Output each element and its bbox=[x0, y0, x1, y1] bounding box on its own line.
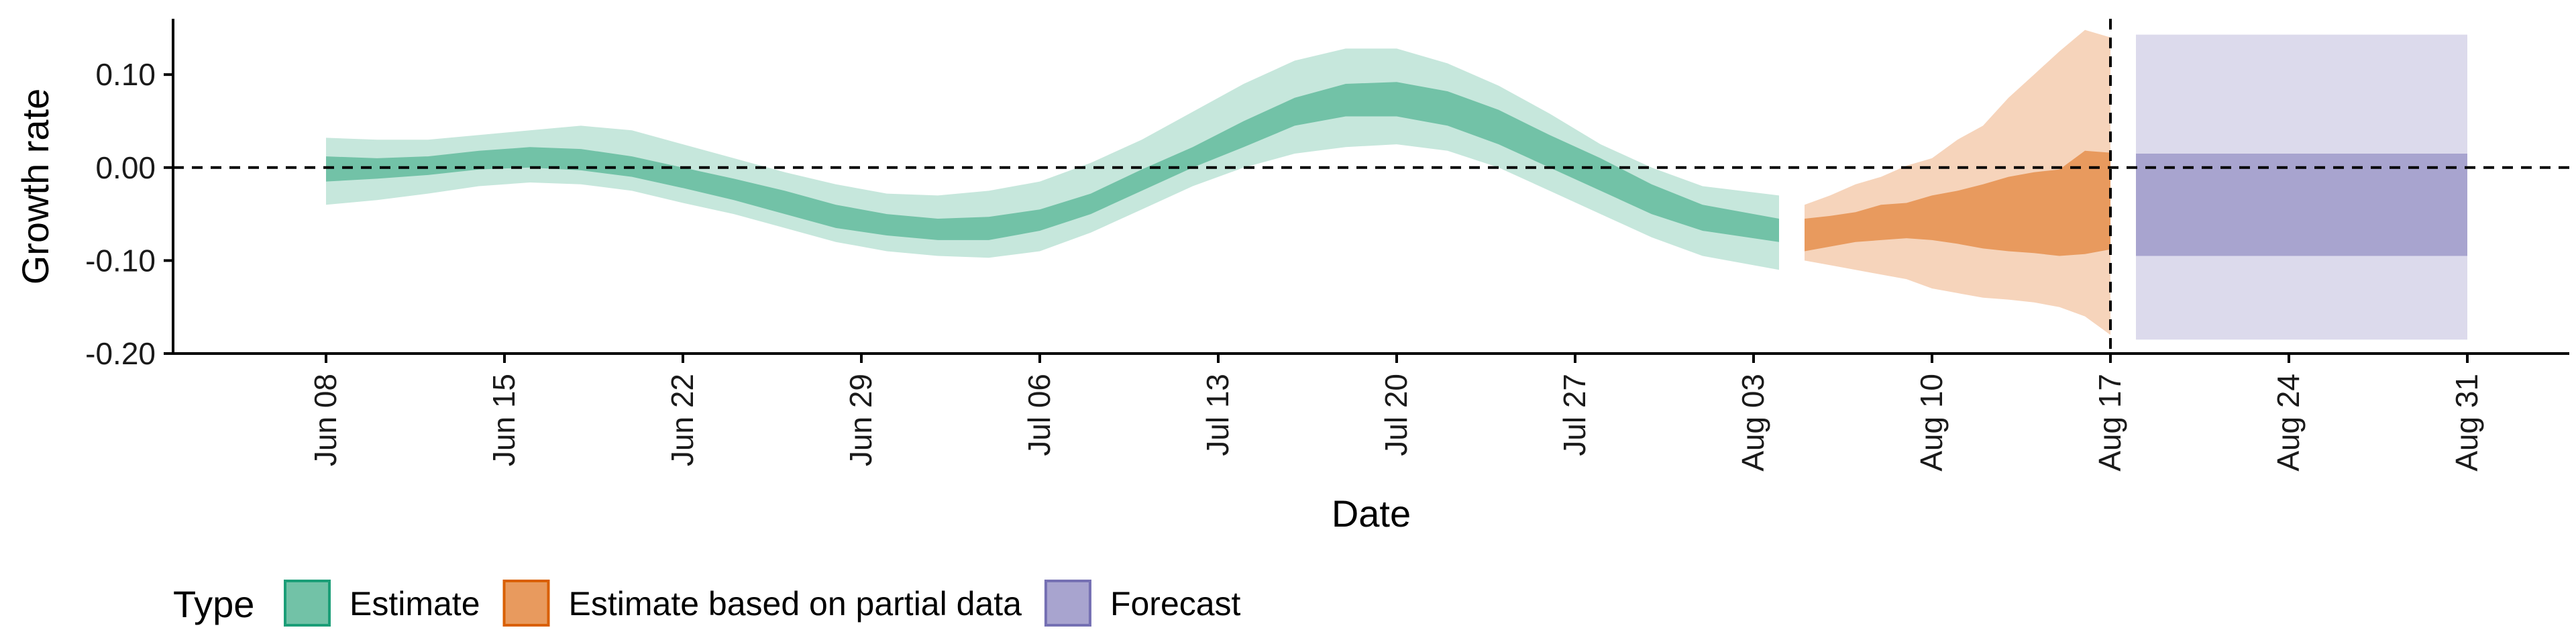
forecast-inner-band bbox=[2136, 154, 2467, 256]
x-tick-label: Aug 24 bbox=[2271, 374, 2306, 472]
forecast-legend-swatch bbox=[1044, 580, 1091, 627]
y-axis-title: Growth rate bbox=[14, 89, 56, 285]
legend-title: Type bbox=[173, 583, 254, 625]
tick-labels-layer: 0.10 0.00 -0.10 -0.20 Jun 08 Jun 15 Jun 22 Jun … bbox=[85, 57, 2484, 472]
estimate-based-on-partial-data-legend-label: Estimate based on partial data bbox=[569, 585, 1022, 623]
estimate-based-on-partial-data-outer-band bbox=[1805, 30, 2110, 335]
legend: Type Estimate Estimate based on partial da… bbox=[173, 580, 1241, 627]
estimate-based-on-partial-data-legend-swatch bbox=[502, 580, 550, 627]
reference-lines bbox=[173, 19, 2569, 354]
estimate-legend-label: Estimate bbox=[350, 585, 480, 623]
x-tick-label: Aug 03 bbox=[1735, 374, 1770, 472]
x-tick-label: Jun 29 bbox=[843, 374, 878, 466]
x-tick-label: Aug 10 bbox=[1914, 374, 1949, 472]
y-tick-label: 0.10 bbox=[95, 57, 156, 92]
estimate-inner-band bbox=[326, 82, 1779, 242]
y-tick-label: -0.20 bbox=[85, 336, 156, 371]
forecast-legend-label: Forecast bbox=[1110, 585, 1241, 623]
estimate-legend-swatch bbox=[284, 580, 331, 627]
x-tick-label: Jul 13 bbox=[1200, 374, 1235, 456]
x-tick-label: Aug 31 bbox=[2449, 374, 2484, 472]
x-tick-label: Jun 08 bbox=[308, 374, 343, 466]
x-axis-title: Date bbox=[1332, 492, 1411, 535]
x-tick-label: Jun 22 bbox=[665, 374, 700, 466]
axes-layer bbox=[164, 19, 2569, 363]
y-tick-label: 0.00 bbox=[95, 150, 156, 185]
x-tick-label: Jul 27 bbox=[1557, 374, 1592, 456]
x-tick-label: Jul 06 bbox=[1022, 374, 1057, 456]
x-tick-label: Jun 15 bbox=[486, 374, 521, 466]
x-tick-label: Jul 20 bbox=[1379, 374, 1413, 456]
x-tick-label: Aug 17 bbox=[2092, 374, 2127, 472]
y-tick-label: -0.10 bbox=[85, 243, 156, 278]
bands-layer bbox=[326, 30, 2467, 340]
estimate-based-on-partial-data-inner-band bbox=[1805, 150, 2110, 256]
